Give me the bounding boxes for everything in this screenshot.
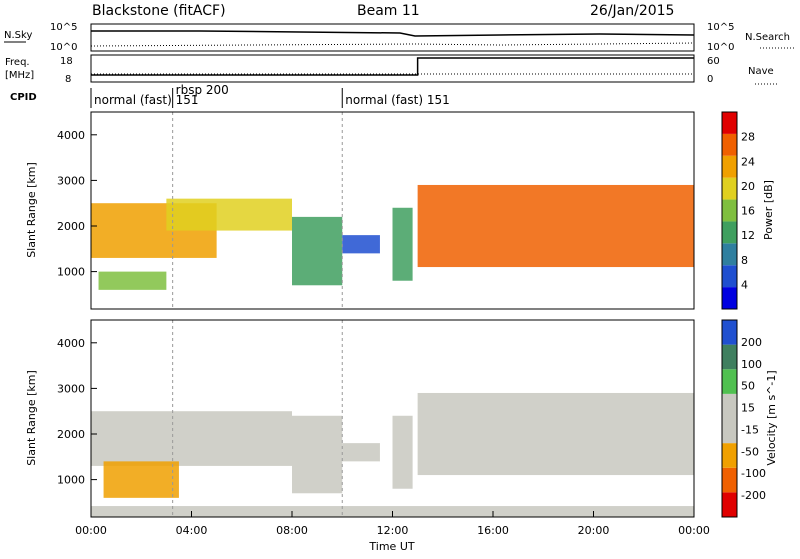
- colorbar-swatch: [722, 467, 737, 493]
- freq-right-tick-top: 60: [707, 56, 720, 67]
- x-tick-label: 04:00: [176, 524, 208, 537]
- colorbar-swatch: [722, 177, 737, 200]
- x-tick-label: 16:00: [477, 524, 509, 537]
- date-title: 26/Jan/2015: [590, 3, 674, 19]
- heatmap-cell: [392, 415, 413, 489]
- colorbar-tick-label: -15: [741, 423, 759, 436]
- x-tick-label: 08:00: [276, 524, 308, 537]
- colorbar-swatch: [722, 133, 737, 156]
- noise-sky-line: [91, 30, 695, 37]
- noise-left-label: N.Sky: [4, 30, 32, 41]
- x-tick-label: 20:00: [578, 524, 610, 537]
- heatmap-cell: [103, 461, 179, 498]
- colorbar-swatch: [722, 320, 737, 345]
- colorbar-swatch: [722, 199, 737, 222]
- heatmap-cell: [91, 411, 292, 466]
- freq-label-line2: [MHz]: [5, 70, 34, 81]
- station-title: Blackstone (fitACF): [92, 3, 226, 19]
- velocity-ylabel: Slant Range [km]: [25, 370, 38, 466]
- power-colorbar-label: Power [dB]: [762, 180, 775, 240]
- heatmap-cell: [98, 271, 167, 290]
- colorbar-tick-label: -100: [741, 467, 766, 480]
- noise-left-tick-bottom: 10^0: [50, 42, 77, 53]
- colorbar-swatch: [722, 443, 737, 468]
- heatmap-cell: [392, 207, 413, 281]
- colorbar-tick-label: 100: [741, 358, 762, 371]
- colorbar-tick-label: 16: [741, 205, 755, 218]
- velocity-colorbar-label: Velocity [m s^-1]: [765, 370, 778, 465]
- heatmap-cell: [417, 184, 694, 268]
- heatmap-cell: [417, 392, 694, 476]
- heatmap-cell: [292, 415, 343, 494]
- colorbar-swatch: [722, 221, 737, 244]
- noise-panel: N.Sky 10^5 10^0 10^5 10^0 N.Search: [4, 22, 796, 53]
- x-tick-label: 00:00: [678, 524, 710, 537]
- colorbar-tick-label: 12: [741, 229, 755, 242]
- axes: 1000 2000 3000 4000 1000 2000 3000 4000 00:00 04:…: [57, 129, 710, 537]
- colorbar-tick-label: 8: [741, 254, 748, 267]
- colorbar-tick-label: 15: [741, 402, 755, 415]
- x-tick-label: 12:00: [377, 524, 409, 537]
- x-axis-label: Time UT: [368, 540, 414, 553]
- y-tick-label: 1000: [57, 266, 85, 279]
- freq-frame: [90, 54, 695, 83]
- colorbar-swatch: [722, 243, 737, 266]
- colorbar-swatch: [722, 265, 737, 288]
- nave-label: Nave: [748, 66, 774, 77]
- x-tick-label: 00:00: [75, 524, 107, 537]
- colorbar-tick-label: 20: [741, 180, 755, 193]
- beam-title: Beam 11: [357, 3, 420, 19]
- freq-panel: Freq. [MHz] 18 8 60 0 Nave: [5, 54, 777, 85]
- heatmap-cell: [342, 235, 380, 254]
- noise-search-line: [90, 42, 695, 47]
- noise-left-tick-top: 10^5: [50, 22, 77, 33]
- colorbar-swatch: [722, 112, 737, 134]
- power-frame: [90, 111, 695, 310]
- colorbar-swatch: [722, 287, 737, 309]
- colorbar-tick-label: 28: [741, 131, 755, 144]
- freq-right-tick-bottom: 0: [707, 74, 713, 85]
- colorbar-swatch: [722, 155, 737, 178]
- y-tick-label: 4000: [57, 129, 85, 142]
- cpid-segment-label: rbsp 200: [176, 83, 229, 97]
- colorbar-tick-label: -200: [741, 489, 766, 502]
- colorbar-swatch: [722, 369, 737, 394]
- colorbar-swatch: [722, 344, 737, 370]
- colorbar-tick-label: -50: [741, 445, 759, 458]
- noise-right-tick-bottom: 10^0: [707, 42, 734, 53]
- freq-left-tick-top: 18: [60, 56, 73, 67]
- heatmap-cell: [342, 443, 380, 462]
- y-tick-label: 1000: [57, 474, 85, 487]
- y-tick-label: 4000: [57, 337, 85, 350]
- colorbar-swatch: [722, 418, 737, 444]
- colorbar-swatch: [722, 492, 737, 517]
- noise-frame: [90, 23, 695, 52]
- colorbar-frame: [721, 111, 738, 310]
- colorbar-tick-label: 50: [741, 380, 755, 393]
- power-heatmap: 28 24 20 16 12 8 4: [91, 111, 755, 310]
- heatmap-cell: [166, 198, 292, 231]
- cpid-label: CPID: [10, 92, 37, 103]
- y-tick-label: 3000: [57, 174, 85, 187]
- colorbar-swatch: [722, 393, 737, 419]
- heatmap-cell: [292, 216, 343, 286]
- freq-left-tick-bottom: 8: [65, 74, 71, 85]
- velocity-heatmap: 200 100 50 15 -15 -50 -100 -200: [91, 319, 766, 518]
- y-tick-label: 2000: [57, 220, 85, 233]
- colorbar-frame: [721, 319, 738, 518]
- colorbar-tick-label: 4: [741, 278, 748, 291]
- freq-label-line1: Freq.: [5, 57, 30, 68]
- noise-right-label: N.Search: [745, 32, 790, 43]
- freq-line: [91, 57, 694, 76]
- power-ylabel: Slant Range [km]: [25, 162, 38, 258]
- noise-right-tick-top: 10^5: [707, 22, 734, 33]
- colorbar-tick-label: 200: [741, 336, 762, 349]
- cpid-segment-label: normal (fast) 151: [345, 93, 449, 107]
- y-tick-label: 3000: [57, 382, 85, 395]
- colorbar-tick-label: 24: [741, 155, 755, 168]
- y-tick-label: 2000: [57, 428, 85, 441]
